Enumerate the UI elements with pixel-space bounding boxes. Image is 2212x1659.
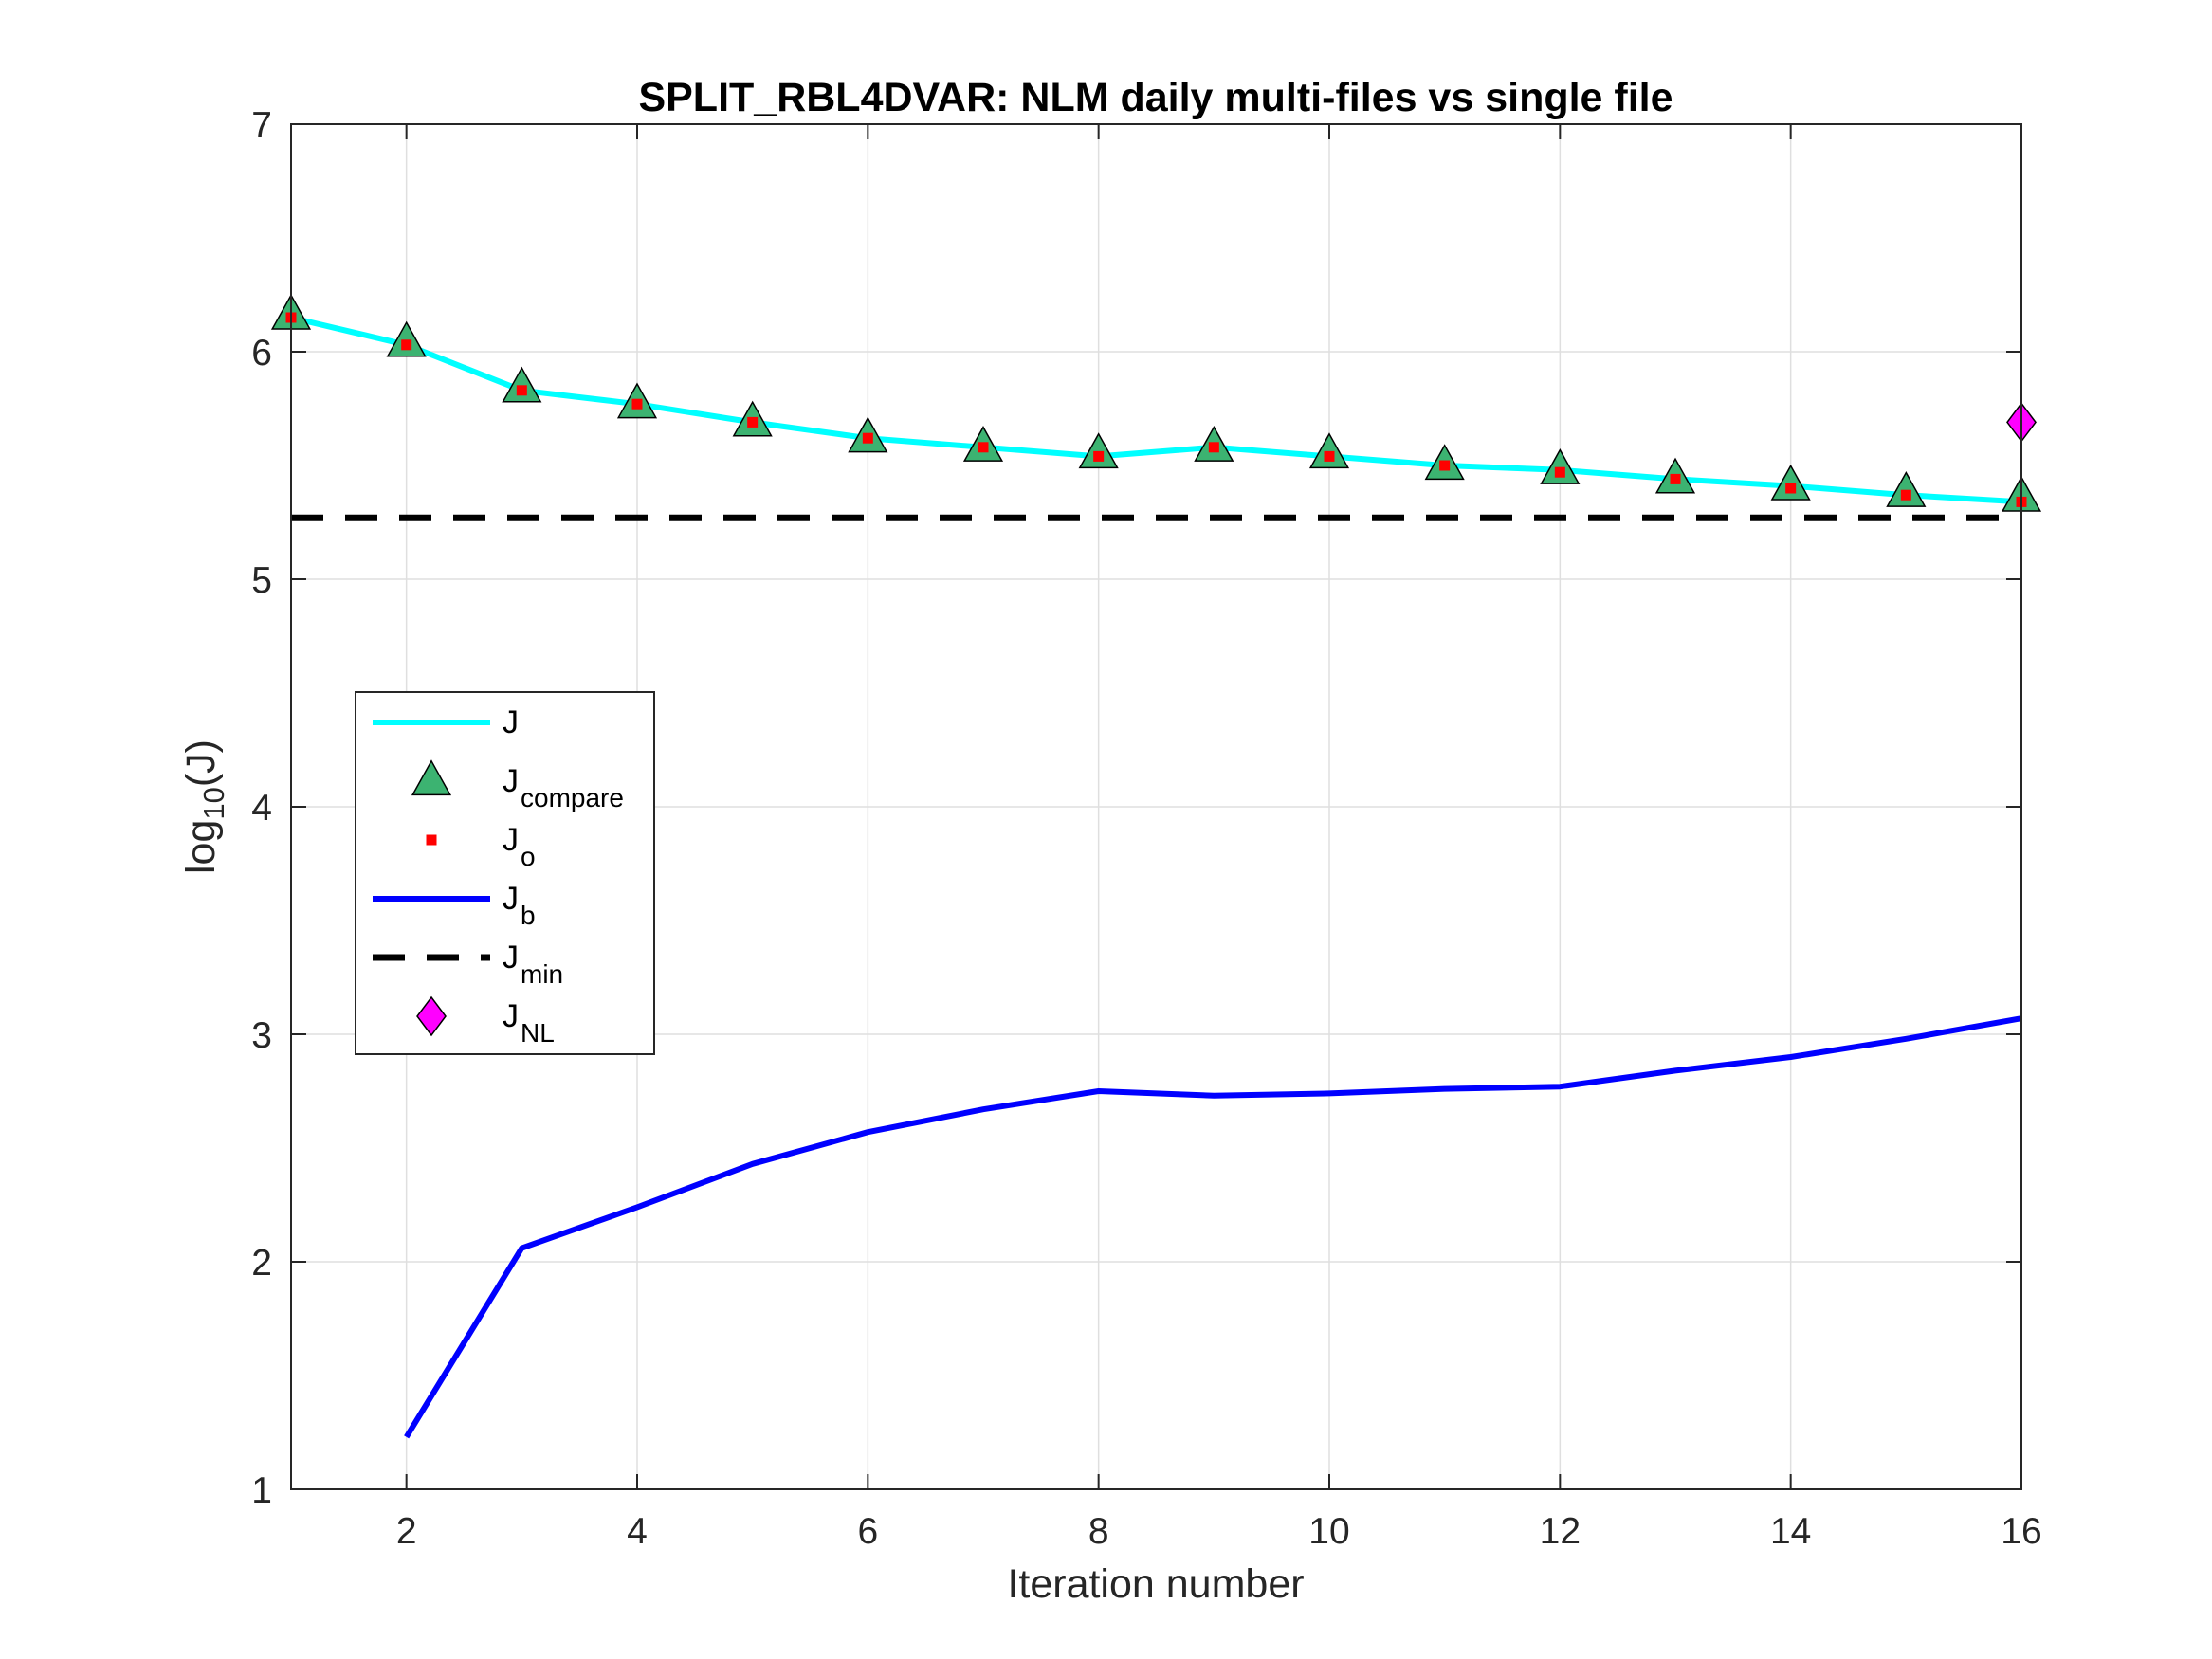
- x-tick-label: 10: [1308, 1511, 1349, 1552]
- y-tick-label: 1: [251, 1470, 272, 1511]
- y-tick-label: 2: [251, 1243, 272, 1284]
- jo-marker: [978, 442, 989, 453]
- series-line-j: [290, 315, 2022, 505]
- x-tick-label: 4: [627, 1511, 648, 1552]
- jo-marker: [1554, 466, 1565, 478]
- jo-marker: [1208, 442, 1219, 453]
- x-tick-label: 12: [1540, 1511, 1581, 1552]
- legend-label-j: J: [503, 704, 519, 740]
- jo-marker: [401, 339, 412, 351]
- y-tick-label: 6: [251, 333, 272, 374]
- legend-label-subscript: b: [521, 901, 536, 930]
- jcompare-marker: [1308, 432, 1350, 469]
- x-axis-label: Iteration number: [1007, 1561, 1304, 1607]
- y-tick-label: 7: [251, 105, 272, 146]
- y-axis-label: log10(J): [178, 739, 230, 874]
- legend-label-jb: Jb: [503, 881, 536, 930]
- jo-marker: [747, 416, 759, 428]
- legend-label-main: J: [503, 822, 519, 858]
- legend-swatch-jcompare: [411, 759, 452, 796]
- legend-label-main: J: [503, 939, 519, 975]
- jo-marker: [1324, 450, 1335, 462]
- y-tick-label: 5: [251, 560, 272, 601]
- jcompare-marker: [502, 366, 542, 403]
- x-tick-label: 6: [857, 1511, 878, 1552]
- legend-label-jcompare: Jcompare: [503, 763, 624, 812]
- legend-label-subscript: o: [521, 842, 536, 871]
- y-axis-label-subscript: 10: [197, 787, 230, 819]
- legend-label-main: J: [503, 881, 519, 917]
- legend-label-subscript: compare: [521, 783, 624, 812]
- jo-marker: [516, 385, 527, 396]
- legend-box: [355, 691, 655, 1055]
- y-tick-label: 3: [251, 1015, 272, 1056]
- legend-label-jo: Jo: [503, 822, 536, 871]
- legend-label-jnl: JNL: [503, 998, 555, 1048]
- jo-marker: [1900, 489, 1911, 501]
- legend-label-subscript: NL: [521, 1018, 555, 1048]
- jcompare-marker: [1078, 432, 1119, 469]
- x-tick-label: 14: [1770, 1511, 1811, 1552]
- jo-marker: [1439, 460, 1451, 471]
- jcompare-marker: [1886, 471, 1927, 507]
- jo-marker: [1093, 450, 1105, 462]
- series-line-jb: [404, 1015, 2022, 1439]
- x-tick-label: 8: [1088, 1511, 1109, 1552]
- x-tick-label: 2: [396, 1511, 417, 1552]
- legend-swatch-jo: [426, 834, 437, 846]
- y-axis-label-prefix: log: [178, 820, 224, 874]
- legend-label-jmin: Jmin: [503, 939, 563, 989]
- legend-label-main: J: [503, 704, 519, 740]
- plot-series: [270, 293, 2042, 1439]
- y-axis-label-suffix: (J): [178, 739, 224, 787]
- jo-marker: [1670, 473, 1681, 484]
- jcompare-marker: [386, 320, 427, 357]
- jcompare-marker: [1540, 448, 1581, 484]
- legend-label-main: J: [503, 998, 519, 1034]
- legend-label-subscript: min: [521, 959, 563, 989]
- x-tick-label: 16: [2001, 1511, 2041, 1552]
- jo-marker: [631, 398, 643, 410]
- chart-title: SPLIT_RBL4DVAR: NLM daily multi-files vs…: [638, 75, 1673, 120]
- y-tick-label: 4: [251, 788, 272, 829]
- legend-swatch-jnl: [416, 995, 447, 1037]
- legend-label-main: J: [503, 763, 519, 799]
- jo-marker: [1785, 483, 1797, 494]
- jcompare-marker: [1770, 464, 1811, 501]
- jo-marker: [862, 432, 873, 444]
